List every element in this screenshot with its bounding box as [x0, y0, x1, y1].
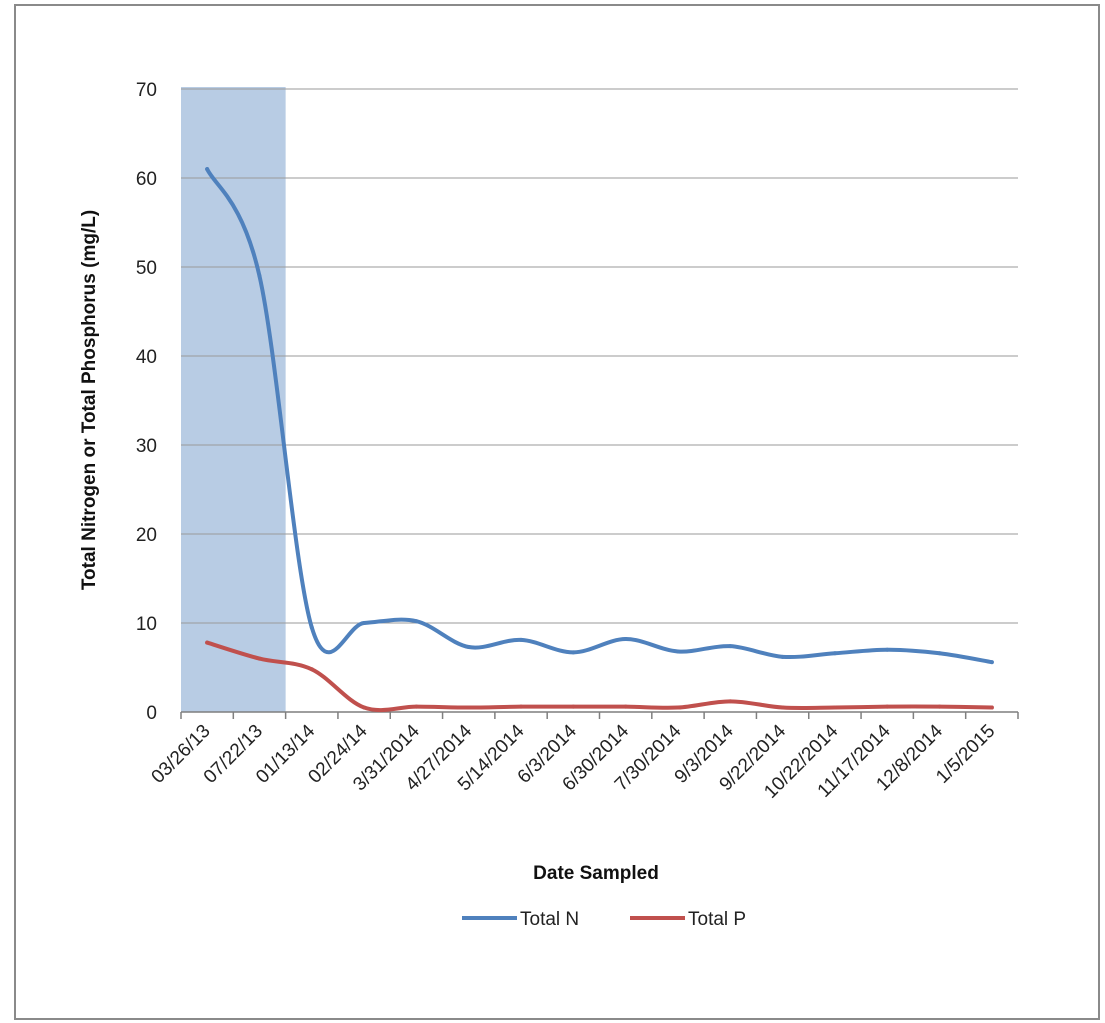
y-axis-title: Total Nitrogen or Total Phosphorus (mg/L…	[79, 210, 100, 590]
data-point-total-n-12	[833, 651, 837, 655]
series-line-total-n	[207, 169, 992, 662]
data-point-total-p-3	[362, 706, 366, 710]
data-point-total-n-11	[781, 655, 785, 659]
y-tick-label-40: 40	[136, 347, 157, 368]
y-tick-label-10: 10	[136, 614, 157, 635]
data-point-total-n-5	[467, 645, 471, 649]
axes	[181, 712, 1018, 719]
data-point-total-p-7	[571, 705, 575, 709]
highlight-band	[181, 87, 286, 712]
data-point-total-p-8	[624, 705, 628, 709]
data-point-total-n-0	[205, 167, 209, 171]
data-point-total-p-10	[728, 699, 732, 703]
data-point-total-p-9	[676, 706, 680, 710]
y-tick-label-70: 70	[136, 80, 157, 101]
data-point-total-p-12	[833, 706, 837, 710]
series-lines	[205, 167, 994, 710]
data-point-total-p-15	[990, 706, 994, 710]
data-point-total-n-7	[571, 650, 575, 654]
data-point-total-n-14	[938, 651, 942, 655]
data-point-total-p-2	[310, 667, 314, 671]
data-point-total-n-4	[414, 619, 418, 623]
data-point-total-p-1	[257, 657, 261, 661]
data-point-total-n-9	[676, 649, 680, 653]
legend-label-total-n: Total N	[520, 909, 579, 930]
gridlines	[181, 89, 1018, 623]
data-point-total-n-15	[990, 660, 994, 664]
legend: Total N Total P	[462, 909, 746, 930]
data-point-total-n-8	[624, 637, 628, 641]
x-tick-label-15: 1/5/2015	[932, 721, 999, 788]
data-point-total-n-2	[310, 625, 314, 629]
data-point-total-n-1	[257, 274, 261, 278]
data-point-total-p-4	[414, 705, 418, 709]
data-point-total-n-3	[362, 621, 366, 625]
data-point-total-p-11	[781, 706, 785, 710]
y-tick-label-30: 30	[136, 436, 157, 457]
y-tick-label-60: 60	[136, 169, 157, 190]
y-tick-label-0: 0	[146, 703, 157, 724]
data-point-total-p-5	[467, 706, 471, 710]
y-tick-label-20: 20	[136, 525, 157, 546]
legend-label-total-p: Total P	[688, 909, 746, 930]
y-tick-label-50: 50	[136, 258, 157, 279]
x-axis-title: Date Sampled	[533, 863, 659, 884]
data-point-total-n-6	[519, 638, 523, 642]
data-point-total-p-0	[205, 641, 209, 645]
data-point-total-p-14	[938, 705, 942, 709]
data-point-total-n-13	[885, 648, 889, 652]
data-point-total-n-10	[728, 644, 732, 648]
data-point-total-p-6	[519, 705, 523, 709]
highlight-layer	[181, 87, 286, 712]
data-point-total-p-13	[885, 705, 889, 709]
